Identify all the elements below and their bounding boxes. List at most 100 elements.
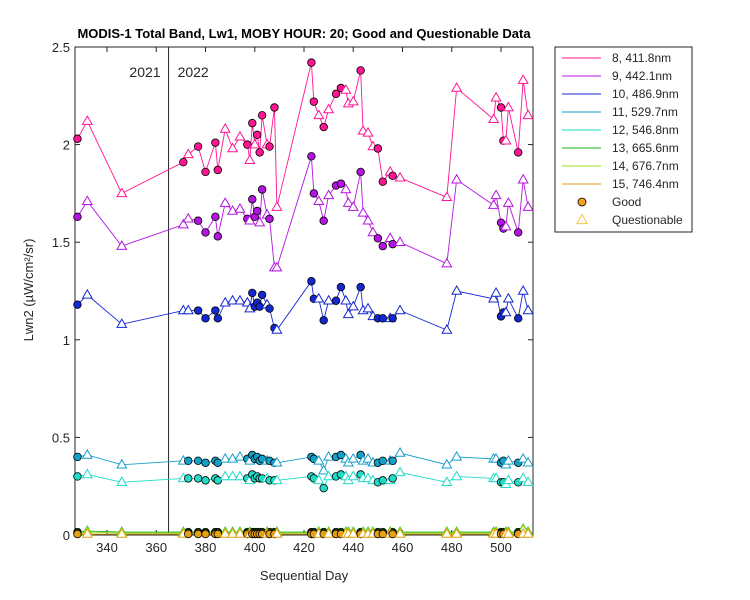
data-point-good	[73, 134, 82, 143]
data-point-questionable	[394, 171, 406, 182]
data-point-good	[201, 167, 210, 177]
data-point-good	[201, 476, 210, 485]
data-point-questionable	[177, 218, 189, 229]
data-point-questionable	[487, 113, 500, 123]
data-point-good	[373, 144, 383, 153]
data-point-good	[319, 216, 328, 225]
data-point-good	[213, 476, 223, 485]
data-point-questionable	[502, 454, 514, 465]
legend-entry: 10, 486.9nm	[612, 87, 679, 101]
data-point-good	[307, 277, 316, 286]
data-point-good	[193, 216, 203, 225]
data-point-good	[496, 103, 506, 112]
series-group	[73, 277, 534, 334]
data-point-questionable	[451, 450, 463, 461]
data-point-good	[336, 179, 346, 188]
data-point-good	[265, 304, 274, 313]
data-point-good	[388, 171, 397, 181]
data-point-good	[73, 300, 82, 309]
data-point-good	[201, 529, 210, 539]
data-point-questionable	[116, 476, 128, 487]
data-point-good	[213, 232, 223, 241]
data-point-questionable	[451, 284, 463, 295]
data-point-questionable	[182, 212, 194, 223]
data-point-questionable	[367, 226, 379, 237]
data-point-questionable	[500, 220, 512, 231]
data-point-questionable	[451, 81, 463, 92]
x-tick-label: 500	[490, 540, 512, 555]
x-tick-label: 440	[342, 540, 364, 555]
data-point-questionable	[517, 173, 529, 184]
data-point-questionable	[451, 470, 463, 481]
legend-entry: Good	[612, 195, 641, 209]
data-point-questionable	[490, 91, 502, 102]
y-tick-label: 0.5	[52, 430, 70, 445]
data-point-questionable	[487, 199, 500, 209]
data-point-questionable	[226, 142, 239, 153]
legend-entry: 13, 665.6nm	[612, 141, 679, 155]
data-point-good	[265, 214, 274, 223]
data-point-good	[378, 177, 387, 186]
plot-area: 340 360 380 400 420 440 460 480 500 0 0.5 1 1.5 2 2.5 2…	[52, 40, 534, 555]
data-point-questionable	[394, 236, 406, 246]
series-group	[73, 152, 534, 272]
data-point-questionable	[81, 288, 93, 299]
year-label-right: 2022	[178, 64, 209, 80]
data-point-questionable	[500, 306, 512, 317]
data-point-good	[356, 66, 365, 75]
legend-entry: Questionable	[612, 213, 683, 227]
data-point-questionable	[502, 197, 514, 207]
data-point-good	[373, 234, 383, 243]
data-point-good	[388, 529, 397, 539]
data-point-questionable	[347, 528, 359, 538]
data-point-good	[184, 474, 193, 483]
data-point-questionable	[271, 474, 283, 485]
data-point-questionable	[226, 528, 239, 538]
data-point-good	[255, 148, 264, 157]
chart-title: MODIS-1 Total Band, Lw1, MOBY HOUR: 20; …	[77, 26, 531, 41]
legend-entry: 9, 442.1nm	[612, 69, 672, 83]
y-tick-label: 2.5	[52, 40, 70, 55]
data-point-good	[388, 456, 397, 466]
data-point-questionable	[254, 216, 266, 227]
data-point-good	[309, 189, 319, 198]
legend-marker-questionable	[575, 213, 589, 225]
data-point-questionable	[234, 470, 246, 481]
data-point-questionable	[502, 474, 514, 485]
data-point-good	[248, 118, 257, 128]
data-point-good	[211, 306, 220, 315]
data-point-good	[184, 456, 193, 466]
data-point-good	[201, 314, 210, 323]
data-point-questionable	[441, 528, 453, 538]
data-point-questionable	[234, 450, 246, 461]
data-point-good	[356, 167, 365, 177]
data-point-questionable	[244, 154, 256, 164]
legend-marker-good	[577, 197, 587, 207]
data-point-questionable	[313, 195, 325, 205]
data-point-good	[73, 212, 82, 222]
data-point-questionable	[502, 528, 514, 538]
data-point-good	[514, 148, 523, 157]
data-point-good	[257, 111, 267, 120]
data-point-good	[73, 472, 82, 481]
data-point-questionable	[323, 470, 335, 481]
series-group	[73, 466, 534, 493]
data-point-questionable	[490, 286, 502, 297]
series-group	[73, 58, 534, 211]
data-point-questionable	[249, 138, 261, 149]
year-label-left: 2021	[129, 64, 160, 80]
data-point-questionable	[323, 294, 335, 305]
y-axis-label: Lwn2 (µW/cm²/sr)	[21, 239, 36, 342]
data-point-questionable	[219, 528, 231, 538]
data-point-questionable	[362, 214, 374, 225]
data-point-questionable	[522, 109, 534, 120]
data-point-questionable	[502, 292, 514, 303]
data-point-good	[193, 142, 203, 151]
data-point-good	[253, 130, 262, 140]
data-point-questionable	[271, 261, 283, 272]
data-point-questionable	[347, 300, 359, 311]
data-point-questionable	[271, 528, 283, 538]
data-point-good	[319, 483, 328, 493]
data-point-good	[356, 282, 365, 292]
